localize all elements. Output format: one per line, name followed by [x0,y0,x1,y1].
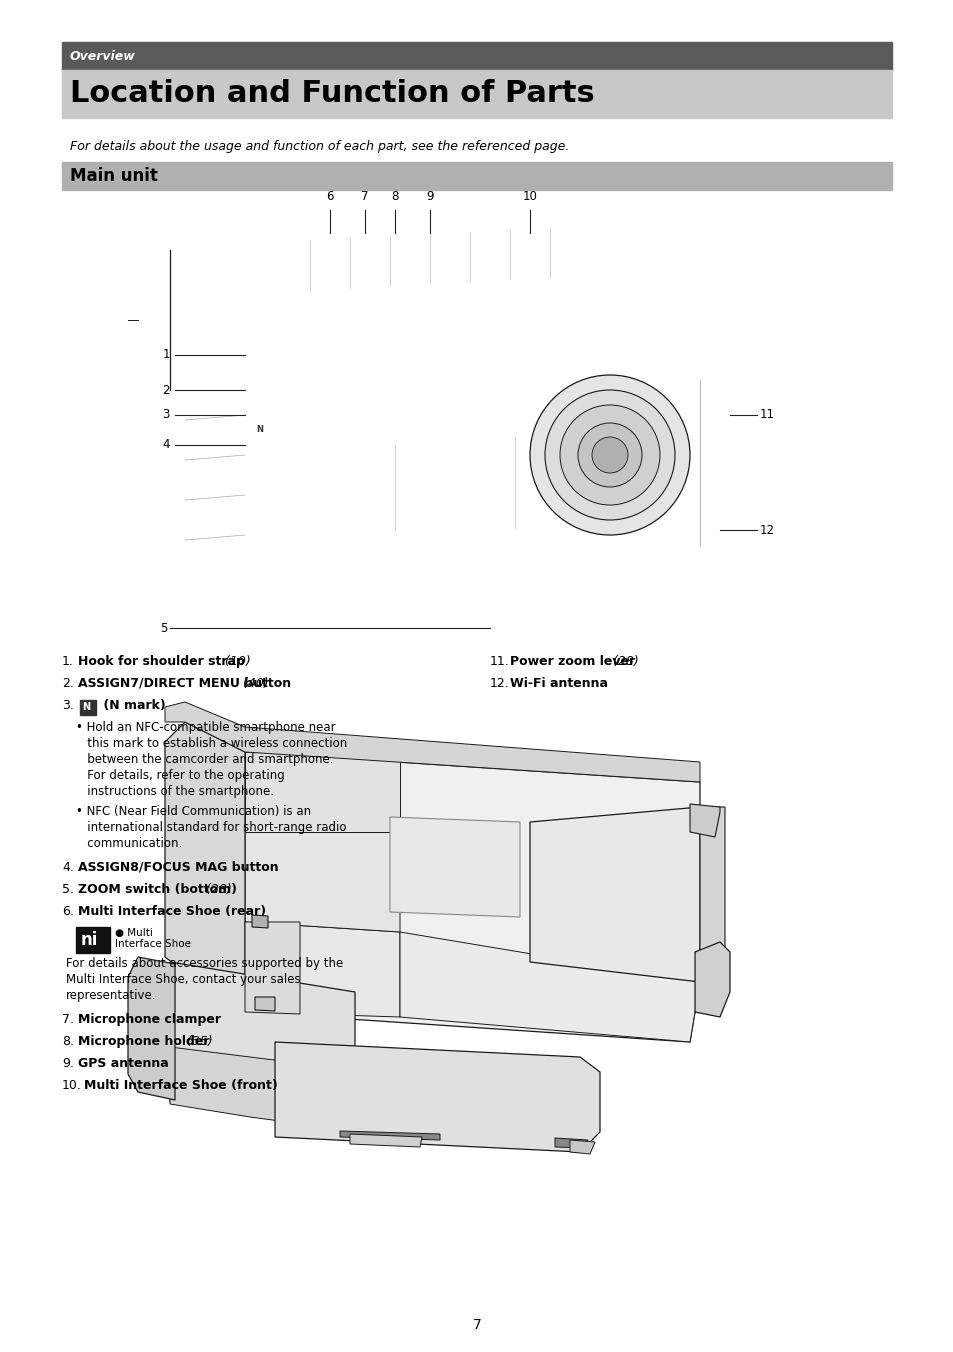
Text: 10: 10 [522,191,537,203]
Text: 7: 7 [472,1318,481,1332]
Polygon shape [274,1042,599,1152]
Polygon shape [689,804,720,837]
Text: ZOOM switch (bottom): ZOOM switch (bottom) [78,883,236,896]
Polygon shape [170,963,355,1128]
Text: Microphone holder: Microphone holder [78,1036,210,1048]
Polygon shape [245,752,700,1042]
Text: (28): (28) [609,654,639,668]
Circle shape [592,437,627,473]
Text: 8.: 8. [62,1036,74,1048]
Text: Wi-Fi antenna: Wi-Fi antenna [510,677,607,690]
Text: • Hold an NFC-compatible smartphone near: • Hold an NFC-compatible smartphone near [76,721,335,734]
Circle shape [559,406,659,506]
Text: 2.: 2. [62,677,73,690]
Polygon shape [165,722,245,1013]
Polygon shape [252,915,268,927]
Text: Main unit: Main unit [70,168,157,185]
Polygon shape [390,817,519,917]
Bar [80,700,96,715]
Text: representative.: representative. [66,990,156,1002]
Text: 5: 5 [160,622,168,634]
Text: 5.: 5. [62,883,74,896]
Bar [62,42,891,70]
Text: 10.: 10. [62,1079,82,1092]
Text: For details about the usage and function of each part, see the referenced page.: For details about the usage and function… [70,141,569,153]
Polygon shape [569,1140,595,1155]
Text: Hook for shoulder strap: Hook for shoulder strap [78,654,245,668]
Text: Power zoom lever: Power zoom lever [510,654,635,668]
Text: (40): (40) [239,677,269,690]
Text: Location and Function of Parts: Location and Function of Parts [70,80,594,108]
Text: 6.: 6. [62,904,73,918]
Text: (10): (10) [220,654,250,668]
Polygon shape [245,922,299,1014]
Text: Multi Interface Shoe (front): Multi Interface Shoe (front) [84,1079,277,1092]
Polygon shape [245,752,399,831]
Circle shape [578,423,641,487]
Text: Overview: Overview [70,50,135,62]
Text: 3.: 3. [62,699,73,713]
Text: international standard for short-range radio: international standard for short-range r… [76,821,346,834]
Text: 4: 4 [162,438,170,452]
Polygon shape [128,957,174,1101]
Polygon shape [695,942,729,1017]
Text: 8: 8 [391,191,398,203]
Text: ● Multi: ● Multi [115,927,152,938]
Text: Interface Shoe: Interface Shoe [115,940,191,949]
Text: ASSIGN7/DIRECT MENU button: ASSIGN7/DIRECT MENU button [78,677,291,690]
Text: ASSIGN8/FOCUS MAG button: ASSIGN8/FOCUS MAG button [78,861,278,873]
Polygon shape [245,831,399,932]
Polygon shape [399,932,700,1042]
Polygon shape [245,922,399,1017]
Text: 9: 9 [426,191,434,203]
Polygon shape [350,1134,421,1146]
Text: 11: 11 [760,408,774,422]
Text: 1.: 1. [62,654,73,668]
Text: 2: 2 [162,384,170,396]
Polygon shape [339,1132,439,1140]
Text: 7.: 7. [62,1013,74,1026]
Text: (35): (35) [183,1036,213,1048]
Text: between the camcorder and smartphone.: between the camcorder and smartphone. [76,753,334,767]
Text: For details, refer to the operating: For details, refer to the operating [76,769,284,781]
Text: N: N [82,703,90,713]
Polygon shape [254,996,274,1011]
Bar [62,70,891,118]
Text: N: N [256,426,263,434]
Bar [62,162,891,191]
Text: Multi Interface Shoe, contact your sales: Multi Interface Shoe, contact your sales [66,973,300,986]
Text: communication.: communication. [76,837,182,850]
Circle shape [544,389,675,521]
Text: GPS antenna: GPS antenna [78,1057,169,1069]
Text: (28): (28) [202,883,232,896]
Text: Multi Interface Shoe (rear): Multi Interface Shoe (rear) [78,904,266,918]
Text: 4.: 4. [62,861,73,873]
Text: (N mark): (N mark) [99,699,166,713]
Text: Microphone clamper: Microphone clamper [78,1013,221,1026]
Text: For details about accessories supported by the: For details about accessories supported … [66,957,343,969]
Text: 3: 3 [162,408,170,422]
Text: 12: 12 [760,523,774,537]
Text: instructions of the smartphone.: instructions of the smartphone. [76,786,274,798]
Text: • NFC (Near Field Communication) is an: • NFC (Near Field Communication) is an [76,804,311,818]
Text: 1: 1 [162,349,170,361]
Circle shape [530,375,689,535]
Text: 11.: 11. [490,654,509,668]
Text: 6: 6 [326,191,334,203]
Text: 9.: 9. [62,1057,73,1069]
Polygon shape [555,1138,587,1148]
Polygon shape [530,807,720,982]
Polygon shape [165,702,700,781]
Polygon shape [170,1046,355,1129]
Text: 12.: 12. [490,677,509,690]
Text: this mark to establish a wireless connection: this mark to establish a wireless connec… [76,737,347,750]
Text: ni: ni [81,932,98,949]
Bar [76,927,110,953]
Polygon shape [700,807,724,982]
Text: 7: 7 [361,191,369,203]
